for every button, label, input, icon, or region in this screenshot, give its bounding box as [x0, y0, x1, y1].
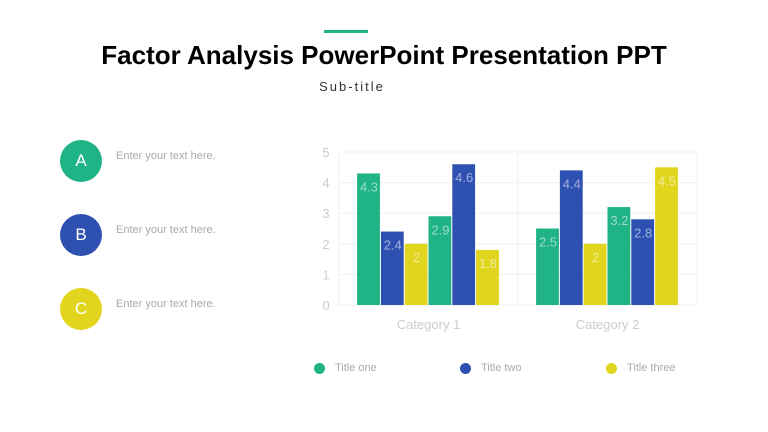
legend-label: Title two	[481, 362, 522, 374]
data-label: 4.6	[455, 170, 473, 185]
bar	[655, 167, 678, 305]
bar	[428, 216, 452, 305]
accent-bar	[324, 30, 368, 33]
page-title: Factor Analysis PowerPoint Presentation …	[101, 40, 667, 70]
data-label: 2	[413, 250, 420, 265]
data-label: 4.3	[360, 179, 378, 194]
y-tick-label: 1	[322, 267, 329, 282]
badge-b: B	[60, 214, 102, 256]
bar	[607, 207, 631, 305]
legend-dot	[460, 362, 471, 374]
data-label: 2.9	[431, 222, 449, 237]
category-label: Category 2	[576, 317, 640, 332]
page-subtitle: Sub-title	[319, 79, 385, 94]
y-tick-label: 4	[322, 176, 329, 191]
legend-item-2: Title two	[460, 362, 522, 374]
y-tick-label: 3	[322, 206, 329, 221]
data-label: 2.8	[634, 225, 652, 240]
category-label: Category 1	[397, 317, 461, 332]
item-text: Enter your text here.	[116, 224, 216, 236]
legend-item-1: Title one	[314, 362, 377, 374]
badge-a: A	[60, 140, 102, 182]
data-label: 4.5	[658, 173, 676, 188]
legend-label: Title three	[627, 362, 676, 374]
bar	[559, 170, 583, 305]
y-tick-label: 0	[322, 298, 329, 313]
item-text: Enter your text here.	[116, 298, 216, 310]
legend-dot	[314, 362, 325, 374]
badge-c: C	[60, 288, 102, 330]
bar	[452, 164, 476, 305]
bar	[357, 173, 380, 305]
bar	[536, 228, 559, 305]
legend-item-3: Title three	[606, 362, 676, 374]
data-label: 1.8	[479, 256, 497, 271]
y-tick-label: 5	[322, 145, 329, 160]
legend-label: Title one	[335, 362, 377, 374]
data-label: 4.4	[563, 176, 581, 191]
bar	[476, 249, 499, 305]
item-text: Enter your text here.	[116, 150, 216, 162]
data-label: 2.5	[539, 235, 557, 250]
data-label: 2	[592, 250, 599, 265]
legend-dot	[606, 362, 617, 374]
bar	[404, 243, 428, 305]
bar	[583, 243, 607, 305]
bar	[380, 231, 404, 305]
list-item-a: A Enter your text here.	[60, 140, 216, 182]
list-item-b: B Enter your text here.	[60, 214, 216, 256]
bar	[631, 219, 655, 305]
list-item-c: C Enter your text here.	[60, 288, 216, 330]
data-label: 3.2	[610, 213, 628, 228]
data-label: 2.4	[384, 238, 402, 253]
y-tick-label: 2	[322, 237, 329, 252]
